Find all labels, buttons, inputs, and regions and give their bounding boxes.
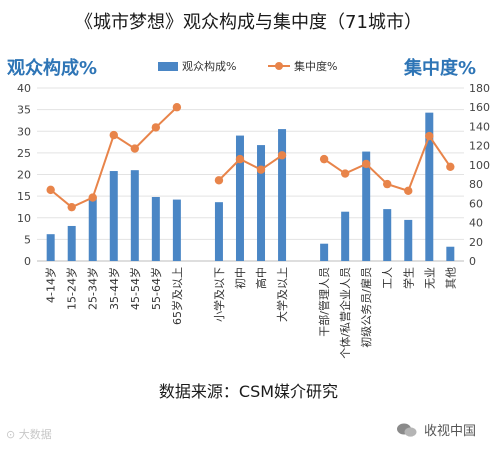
x-tick-label: 无业 [423,267,436,289]
line-point [214,176,224,185]
y-left-tick-label: 30 [17,125,31,138]
line-point [340,169,350,178]
x-tick-label: 小学及以下 [212,267,226,322]
y-right-tick-label: 160 [469,101,490,114]
x-tick-label: 学生 [401,267,415,289]
bar [172,199,181,261]
bar [88,198,97,261]
bar [151,196,160,261]
line-point [235,154,245,164]
bar [341,211,350,261]
y-right-tick-label: 140 [469,120,490,133]
left-axis-title: 观众构成% [7,58,98,79]
y-left-tick-label: 40 [17,82,31,95]
bar [278,129,287,261]
x-tick-label: 高中 [254,267,268,289]
bar [235,135,244,261]
line-point [151,123,161,132]
y-right-tick-label: 40 [469,217,483,230]
line-point [46,185,55,195]
bar [383,209,392,261]
y-left-tick-label: 35 [17,104,31,117]
line-point [109,130,118,140]
x-tick-label: 35-44岁 [107,267,121,310]
x-tick-label: 大学及以上 [275,267,289,322]
line-point [130,144,140,153]
wechat-icon [397,423,417,437]
chart-title: 《城市梦想》观众构成与集中度（71城市） [75,12,422,33]
y-right-tick-label: 0 [469,255,476,268]
y-right-tick-label: 180 [469,82,490,95]
y-right-tick-label: 100 [469,159,490,172]
y-left-tick-label: 20 [17,169,31,182]
bar [67,225,76,261]
bar [362,151,371,261]
y-right-tick-label: 20 [469,236,483,249]
x-tick-label: 工人 [381,267,394,289]
x-tick-label: 15-24岁 [65,267,79,310]
line-point [277,151,287,160]
y-right-tick-label: 80 [469,178,483,191]
source-note: 数据来源：CSM媒介研究 [158,382,339,401]
line-point [425,131,434,141]
x-tick-label: 45-54岁 [128,267,142,310]
line-point [319,154,329,164]
watermark-left: ⊙ 大数据 [6,426,52,442]
y-right-tick-label: 60 [469,197,483,210]
line-point [88,193,97,202]
x-tick-label: 65岁及以上 [170,267,184,325]
x-tick-label: 个体/私营企业人员 [338,267,352,359]
watermark-right: 收视中国 [396,420,476,439]
weibo-icon: ⊙ [6,428,19,441]
line-point [383,179,392,189]
bar [446,246,455,261]
x-tick-label: 初级公务员/雇员 [359,267,373,348]
right-axis-title: 集中度% [404,58,477,79]
y-left-tick-label: 5 [24,233,31,246]
watermark-right-text: 收视中国 [424,424,477,439]
bar [320,243,329,261]
line-point [256,165,266,174]
bar [425,112,434,261]
legend-item-line: 集中度% [268,58,337,74]
bar [130,170,139,261]
line-point [361,159,371,169]
y-left-tick-label: 10 [17,212,31,225]
x-tick-label: 4-14岁 [44,267,58,303]
line-point [446,162,455,172]
legend-line-swatch [268,61,290,71]
line-point [404,186,413,196]
x-tick-label: 55-64岁 [149,267,163,310]
x-tick-label: 25-34岁 [86,267,100,310]
x-tick-label: 干部/管理人员 [317,267,331,337]
y-left-tick-label: 25 [17,147,31,160]
line-point [172,103,182,112]
bar [404,219,413,261]
legend-bar-swatch [158,61,178,71]
legend-line-label: 集中度% [294,60,338,73]
y-right-tick-label: 120 [469,140,490,153]
bar [214,202,223,261]
y-left-tick-label: 15 [17,190,31,203]
watermark-left-text: 大数据 [18,428,52,441]
x-tick-label: 其他 [444,267,457,289]
bar [257,145,266,261]
legend-item-bar: 观众构成% [158,58,236,74]
bar [46,234,55,261]
line-series-segment [218,154,283,181]
y-left-tick-label: 0 [24,255,31,268]
legend-bar-label: 观众构成% [182,60,237,73]
line-point [67,202,76,212]
bar [109,171,118,261]
x-tick-label: 初中 [233,267,247,289]
